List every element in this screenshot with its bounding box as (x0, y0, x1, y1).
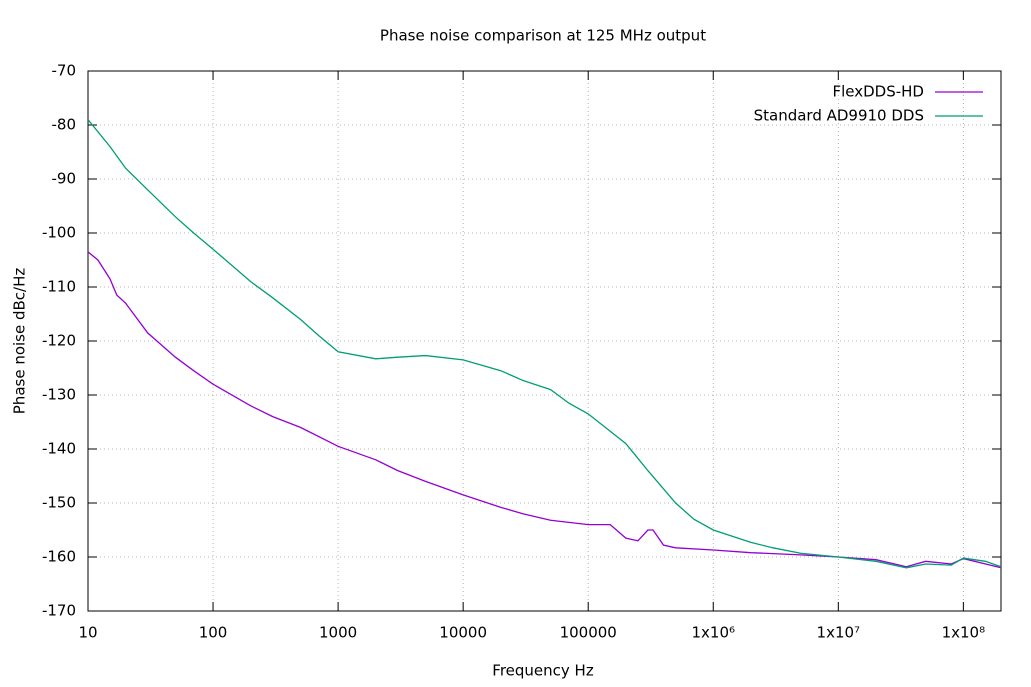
x-tick-label: 1x10⁶ (691, 624, 735, 642)
y-tick-label: -130 (42, 386, 76, 404)
plot-frame (87, 70, 1002, 612)
y-tick-label: -100 (42, 224, 76, 242)
series-line (87, 251, 1002, 569)
x-tick-label: 100 (199, 624, 228, 642)
y-tick-label: -170 (42, 602, 76, 620)
y-tick-label: -140 (42, 440, 76, 458)
y-tick-label: -150 (42, 494, 76, 512)
y-tick-label: -160 (42, 548, 76, 566)
x-tick-label: 1x10⁸ (942, 624, 986, 642)
y-axis-label: Phase noise dBc/Hz (11, 268, 29, 415)
y-tick-label: -120 (42, 332, 76, 350)
y-tick-label: -70 (52, 62, 77, 80)
series-line (87, 119, 1002, 569)
y-tick-label: -90 (52, 170, 77, 188)
legend-label: FlexDDS-HD (832, 83, 924, 101)
legend-label: Standard AD9910 DDS (754, 107, 924, 125)
y-tick-label: -80 (52, 116, 77, 134)
x-tick-label: 100000 (560, 624, 617, 642)
x-tick-label: 10 (78, 624, 97, 642)
x-tick-label: 1000 (319, 624, 357, 642)
y-tick-label: -110 (42, 278, 76, 296)
x-axis-label: Frequency Hz (492, 662, 594, 680)
x-tick-label: 10000 (439, 624, 487, 642)
x-tick-label: 1x10⁷ (817, 624, 861, 642)
chart-title: Phase noise comparison at 125 MHz output (380, 27, 706, 45)
